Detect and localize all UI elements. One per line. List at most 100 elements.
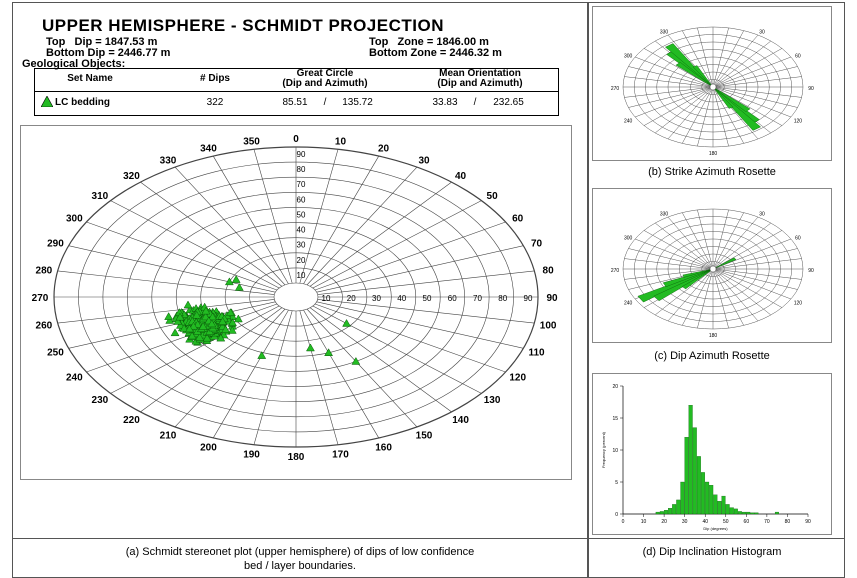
pole-marker [175, 320, 185, 329]
rosette-spoke [697, 209, 714, 270]
stereonet-dip-ring [273, 282, 319, 312]
pole-marker [198, 322, 208, 330]
stereonet-azimuth-label: 290 [47, 239, 64, 250]
pole-marker [201, 306, 211, 315]
rosette-center [709, 83, 717, 91]
rosette-spoke [634, 86, 714, 118]
hist-bar [709, 485, 714, 515]
pole-marker [208, 312, 218, 321]
hist-bar [729, 507, 734, 515]
rosette-spoke [624, 86, 714, 98]
stereonet-dip-label: 40 [297, 226, 306, 235]
rosette-spoke [712, 268, 783, 308]
stereonet-azimuth-label: 210 [160, 431, 177, 442]
top-zone: Top Zone = 1846.00 m [369, 36, 489, 48]
hist-bar [721, 495, 726, 515]
rosette-label: 180 [709, 333, 718, 339]
rosette-spoke [628, 86, 714, 108]
rosette-spoke [712, 216, 759, 270]
stereonet-azimuth-label: 310 [92, 191, 109, 202]
rosette-spoke [628, 248, 714, 270]
rosette-spoke [712, 86, 792, 118]
stereonet-azimuth-label: 260 [36, 321, 53, 332]
stereonet-radial-label: 30 [372, 294, 381, 303]
rosette-spoke [712, 86, 802, 98]
pole-marker [218, 316, 228, 325]
hist-x-tick-label: 40 [702, 519, 708, 525]
stereonet-dip-label: 80 [297, 165, 306, 174]
pole-marker [165, 315, 175, 324]
pole-marker [231, 275, 241, 283]
stereonet-azimuth-line [316, 301, 524, 349]
hist-bar [742, 511, 747, 515]
hist-bar [688, 405, 693, 515]
rosette-spoke [712, 268, 729, 329]
hist-bar [774, 511, 779, 515]
pole-marker [257, 351, 267, 359]
col-mean-orientation: Mean Orientation [439, 68, 521, 79]
hist-bar [746, 511, 751, 515]
row-gc-az: 135.72 [342, 97, 373, 108]
stereonet-azimuth-line [314, 221, 506, 291]
stereonet-azimuth-line [140, 181, 283, 287]
stereonet-azimuth-label: 280 [36, 265, 53, 276]
rosette-petal [665, 43, 714, 88]
stereonet-azimuth-label: 80 [543, 265, 555, 276]
pole-marker [351, 356, 361, 365]
hist-bar [655, 511, 660, 515]
hist-x-tick-label: 80 [785, 519, 791, 525]
stereonet-radial-label: 70 [473, 294, 482, 303]
rosette-spoke [712, 268, 792, 300]
stereonet-azimuth-label: 240 [66, 373, 83, 384]
rosette-spoke [712, 66, 798, 88]
rosette-spoke [643, 86, 714, 126]
rosette-spoke [712, 34, 759, 88]
pole-marker [227, 325, 237, 334]
stereonet-azimuth-label: 220 [123, 415, 140, 426]
rosette-spoke [712, 248, 798, 270]
hist-bar [659, 511, 664, 515]
hist-x-tick-label: 30 [682, 519, 688, 525]
rosette-spoke [667, 216, 714, 270]
stereonet-radial-label: 50 [423, 294, 432, 303]
rosette-spoke [712, 86, 798, 108]
rosette-spoke [654, 86, 714, 134]
row-set-name: LC bedding [55, 97, 110, 108]
strike-azimuth-rosette: 330 30 300 60 270 90 240 120 180 [592, 6, 832, 161]
stereonet-box [20, 125, 572, 480]
rosette-spoke [712, 86, 745, 144]
hist-bar [754, 512, 759, 515]
rosette-spoke [628, 66, 714, 88]
stereonet-azimuth-line [253, 310, 293, 445]
stereonet-azimuth-line [212, 155, 289, 284]
pole-marker [306, 343, 315, 352]
stereonet-dip-label: 90 [297, 150, 306, 159]
rosette-label: 90 [808, 268, 814, 274]
hist-bar [663, 510, 668, 515]
stereonet-azimuth-line [312, 200, 482, 289]
stereonet-azimuth-line [316, 245, 524, 293]
header-title: UPPER HEMISPHERE - SCHMIDT PROJECTION [42, 16, 444, 35]
pole-marker [207, 319, 217, 328]
rosette-label: 30 [759, 30, 765, 36]
rosette-spoke [667, 268, 714, 322]
hist-x-tick-label: 10 [641, 519, 647, 525]
stereonet-azimuth-line [140, 307, 283, 413]
stereonet-azimuth-label: 40 [455, 171, 467, 182]
stereonet-azimuth-line [306, 166, 418, 286]
hist-y-tick-label: 5 [615, 480, 618, 486]
stereonet-azimuth-line [303, 310, 380, 439]
hist-y-tick-label: 15 [612, 416, 618, 422]
stereonet-azimuth-line [306, 308, 418, 428]
stereonet-azimuth-line [212, 310, 289, 439]
stereonet-azimuth-label: 60 [512, 214, 524, 225]
pole-marker [179, 323, 189, 332]
rosette-label: 270 [611, 86, 620, 92]
stereonet-dip-label: 30 [297, 241, 306, 250]
rosette-spoke [624, 76, 714, 88]
hist-y-tick-label: 10 [612, 448, 618, 454]
pole-marker [170, 328, 180, 337]
header: UPPER HEMISPHERE - SCHMIDT PROJECTION To… [14, 4, 586, 120]
divider-bottom [12, 538, 845, 539]
stereonet-azimuth-line [86, 303, 278, 373]
